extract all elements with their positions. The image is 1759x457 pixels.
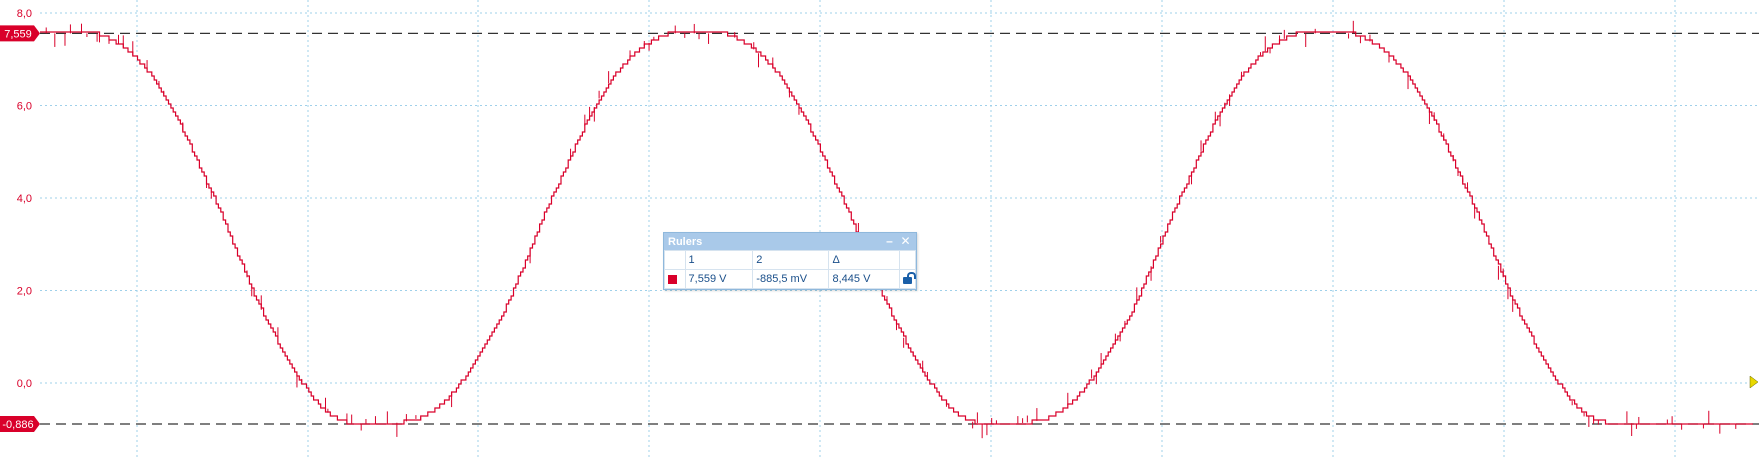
ruler-tag-label: -0,886 xyxy=(2,419,33,431)
y-tick-label: 4,0 xyxy=(17,193,32,205)
header-cell-ruler-1: 1 xyxy=(684,250,754,270)
signal-noise-spikes xyxy=(45,20,1737,439)
ruler-delta-value: 8,445 V xyxy=(828,269,900,289)
rulers-value-row: 7,559 V -885,5 mV 8,445 V xyxy=(664,269,916,289)
lock-cell[interactable] xyxy=(899,269,916,289)
y-tick-label: 8,0 xyxy=(17,8,32,20)
ruler-tag-shape xyxy=(0,415,40,432)
minimize-icon[interactable]: – xyxy=(886,234,893,248)
ruler-tag-shape xyxy=(0,25,40,42)
rulers-table: 1 2 Δ 7,559 V -885,5 mV 8,445 V xyxy=(664,250,916,289)
trigger-marker-icon[interactable] xyxy=(1749,375,1759,389)
rulers-titlebar[interactable]: Rulers – ✕ xyxy=(664,233,916,250)
ruler-tag[interactable]: 7,559 xyxy=(0,25,40,42)
ruler-2-value: -885,5 mV xyxy=(752,269,830,289)
ruler-tag[interactable]: -0,886 xyxy=(0,415,40,432)
ruler-tag-label: 7,559 xyxy=(4,28,32,40)
signal-trace xyxy=(40,31,1753,425)
rulers-header-row: 1 2 Δ xyxy=(664,250,916,270)
ruler-1-value: 7,559 V xyxy=(684,269,754,289)
unlock-icon[interactable] xyxy=(903,272,916,285)
header-cell-delta: Δ xyxy=(828,250,900,270)
y-axis-ticks: 0,0 2,0 4,0 6,0 8,0 xyxy=(17,8,32,390)
y-tick-label: 2,0 xyxy=(17,286,32,298)
y-tick-label: 6,0 xyxy=(17,101,32,113)
channel-color-cell xyxy=(664,269,686,289)
header-cell-color xyxy=(664,250,686,270)
channel-color-swatch xyxy=(668,274,677,284)
ruler-tags[interactable]: 7,559 -0,886 xyxy=(0,25,40,432)
header-cell-lock xyxy=(899,250,916,270)
header-cell-ruler-2: 2 xyxy=(752,250,830,270)
close-icon[interactable]: ✕ xyxy=(900,234,911,248)
rulers-title: Rulers xyxy=(668,235,703,248)
rulers-panel[interactable]: Rulers – ✕ 1 2 Δ 7,559 V -885,5 mV 8,445… xyxy=(663,232,917,290)
y-tick-label: 0,0 xyxy=(17,378,32,390)
ruler-lines xyxy=(40,32,1759,425)
chart-grid xyxy=(40,0,1759,457)
